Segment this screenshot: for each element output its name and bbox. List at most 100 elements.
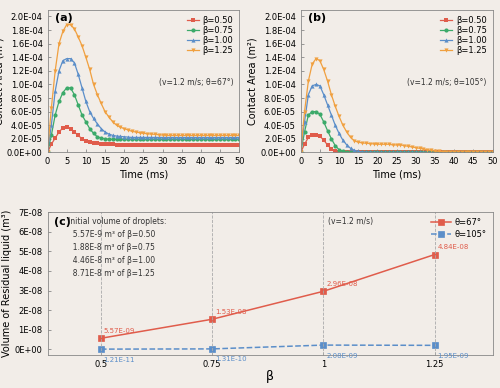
- Y-axis label: Contact Area (m²): Contact Area (m²): [0, 37, 4, 125]
- X-axis label: Time (ms): Time (ms): [119, 169, 168, 179]
- β=1.25: [236, 133, 242, 138]
- θ=67°: [320, 289, 326, 294]
- β=0.75: [344, 150, 349, 154]
- Text: 4.84E-08: 4.84E-08: [438, 244, 469, 250]
- β=0.75: [440, 150, 446, 155]
- Text: (v=1.2 m/s): (v=1.2 m/s): [328, 217, 373, 225]
- β=0.75: [44, 150, 51, 155]
- β=1.00: [110, 133, 116, 138]
- Line: β=0.50: β=0.50: [46, 125, 242, 154]
- β=0.50: [186, 142, 192, 147]
- Legend: θ=67°, θ=105°: θ=67°, θ=105°: [429, 217, 488, 240]
- β=0.75: [490, 150, 496, 155]
- Text: 1.53E-08: 1.53E-08: [215, 309, 246, 315]
- θ=105°: [320, 343, 326, 347]
- β=0.75: [236, 137, 242, 142]
- β=1.00: [313, 82, 319, 87]
- β=1.00: [175, 135, 181, 140]
- Line: θ=105°: θ=105°: [98, 342, 438, 352]
- β=1.25: [106, 115, 112, 120]
- β=1.25: [44, 150, 51, 155]
- Text: 5.57E-09: 5.57E-09: [104, 328, 135, 334]
- β=1.00: [428, 150, 434, 155]
- β=1.25: [298, 150, 304, 155]
- β=1.25: [486, 150, 492, 155]
- Line: β=1.25: β=1.25: [46, 23, 242, 154]
- Y-axis label: Volume of Residual liquid (m³): Volume of Residual liquid (m³): [2, 210, 12, 357]
- Text: 1.31E-10: 1.31E-10: [215, 357, 246, 362]
- Line: β=1.00: β=1.00: [298, 82, 494, 154]
- β=1.25: [232, 133, 238, 138]
- Line: β=1.00: β=1.00: [46, 57, 242, 154]
- β=1.00: [486, 150, 492, 155]
- β=1.25: [344, 130, 349, 134]
- β=1.25: [110, 120, 116, 124]
- β=1.00: [344, 143, 349, 147]
- Text: (v=1.2 m/s; θ=67°): (v=1.2 m/s; θ=67°): [159, 78, 234, 87]
- β=0.75: [175, 137, 181, 142]
- β=1.00: [440, 150, 446, 155]
- β=1.25: [64, 23, 70, 27]
- β=0.75: [64, 85, 70, 90]
- θ=105°: [432, 343, 438, 348]
- β=0.75: [186, 137, 192, 142]
- β=0.75: [90, 131, 96, 136]
- β=0.75: [309, 109, 315, 114]
- β=0.75: [486, 150, 492, 155]
- θ=67°: [432, 252, 438, 257]
- Line: β=0.75: β=0.75: [298, 109, 494, 154]
- β=0.50: [490, 150, 496, 155]
- β=1.25: [428, 148, 434, 153]
- β=1.00: [490, 150, 496, 155]
- β=1.00: [44, 150, 51, 155]
- β=1.25: [175, 133, 181, 138]
- θ=105°: [209, 346, 215, 351]
- β=1.00: [363, 150, 369, 154]
- β=0.50: [486, 150, 492, 155]
- Line: β=1.25: β=1.25: [298, 57, 494, 154]
- β=0.50: [64, 124, 70, 129]
- β=1.25: [359, 140, 365, 145]
- β=0.50: [298, 150, 304, 155]
- Text: 2.08E-09: 2.08E-09: [326, 353, 358, 359]
- β=1.25: [490, 150, 496, 155]
- β=1.00: [236, 135, 242, 140]
- β=0.75: [110, 137, 116, 142]
- β=0.50: [44, 150, 51, 155]
- β=1.25: [313, 56, 319, 61]
- β=1.00: [359, 149, 365, 154]
- β=0.75: [359, 150, 365, 155]
- β=0.50: [232, 142, 238, 147]
- β=0.50: [236, 142, 242, 147]
- Line: β=0.50: β=0.50: [298, 133, 494, 154]
- β=0.50: [363, 150, 369, 155]
- β=0.50: [106, 142, 112, 147]
- β=0.50: [90, 140, 96, 145]
- θ=67°: [209, 317, 215, 322]
- Y-axis label: Contact Area (m²): Contact Area (m²): [248, 37, 258, 125]
- Line: β=0.75: β=0.75: [46, 86, 242, 154]
- β=0.50: [428, 150, 434, 155]
- Line: θ=67°: θ=67°: [98, 251, 438, 341]
- Text: (a): (a): [55, 12, 73, 23]
- β=0.75: [298, 150, 304, 155]
- θ=67°: [98, 336, 104, 341]
- β=0.75: [363, 150, 369, 155]
- β=0.50: [440, 150, 446, 155]
- Text: 1.21E-11: 1.21E-11: [104, 357, 135, 363]
- β=1.00: [90, 116, 96, 121]
- β=1.00: [106, 132, 112, 136]
- X-axis label: β: β: [266, 370, 274, 383]
- β=0.50: [344, 150, 349, 155]
- β=0.50: [313, 132, 319, 137]
- β=1.00: [232, 135, 238, 140]
- β=0.75: [232, 137, 238, 142]
- Legend: β=0.50, β=0.75, β=1.00, β=1.25: β=0.50, β=0.75, β=1.00, β=1.25: [185, 14, 235, 57]
- β=0.50: [359, 150, 365, 155]
- β=1.25: [90, 82, 96, 87]
- β=1.25: [440, 149, 446, 154]
- Text: 2.96E-08: 2.96E-08: [326, 281, 358, 287]
- θ=105°: [98, 347, 104, 352]
- β=1.00: [298, 150, 304, 155]
- β=1.25: [363, 141, 369, 146]
